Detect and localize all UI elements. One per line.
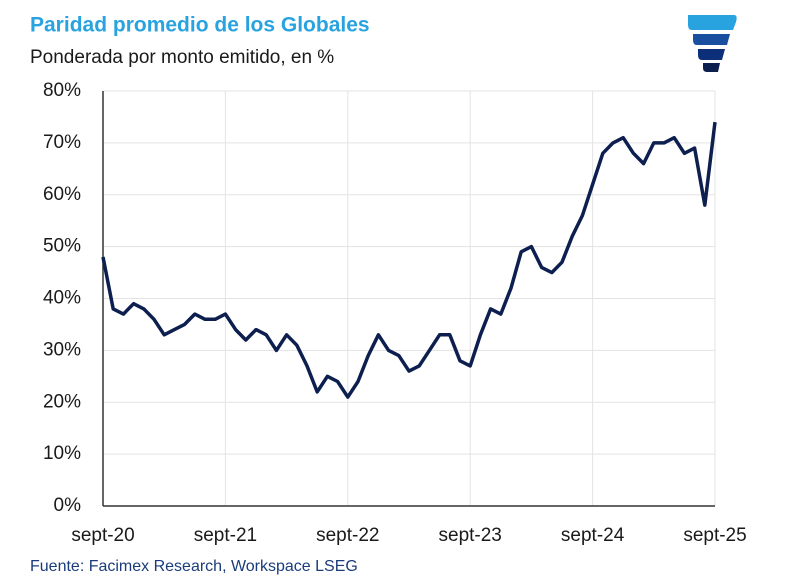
x-tick-label: sept-23 — [439, 525, 502, 546]
data-line — [101, 121, 717, 399]
x-tick-label: sept-24 — [561, 525, 625, 546]
y-tick-label: 50% — [43, 236, 81, 257]
y-tick-label: 0% — [54, 495, 82, 516]
y-tick-label: 30% — [43, 339, 81, 360]
source: Fuente: Facimex Research, Workspace LSEG — [30, 558, 358, 575]
x-tick-label: sept-20 — [71, 525, 134, 546]
chart-subtitle: Ponderada por monto emitido, en % — [30, 47, 334, 68]
y-tick-label: 70% — [43, 132, 81, 153]
y-tick-label: 60% — [43, 184, 81, 205]
x-tick-label: sept-25 — [683, 525, 746, 546]
x-tick-label: sept-21 — [194, 525, 257, 546]
y-tick-label: 20% — [43, 391, 81, 412]
logo — [688, 15, 737, 72]
x-tick-label: sept-22 — [316, 525, 379, 546]
y-tick-label: 10% — [43, 443, 81, 464]
y-tick-label: 40% — [43, 288, 81, 309]
y-tick-label: 80% — [43, 80, 81, 101]
chart-title: Paridad promedio de los Globales — [30, 14, 370, 37]
